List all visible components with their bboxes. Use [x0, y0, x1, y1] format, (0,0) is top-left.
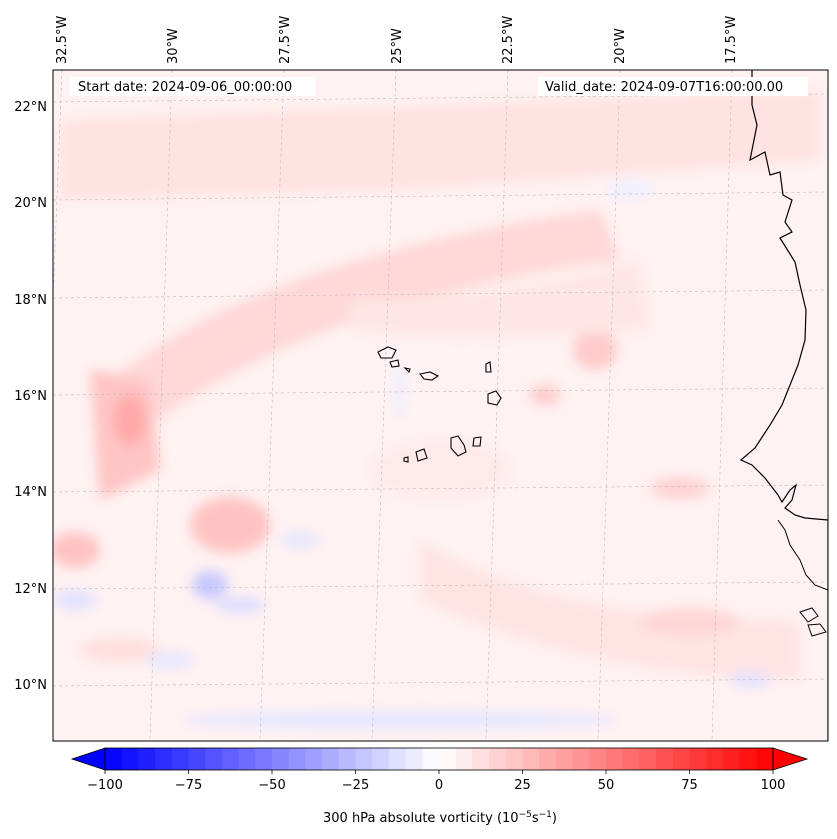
lat-label: 12°N [14, 582, 47, 597]
vorticity-field [53, 70, 828, 741]
colorbar-cell [489, 748, 507, 770]
colorbar-cell [388, 748, 407, 770]
colorbar-cell [472, 748, 490, 770]
colorbar-cell [305, 748, 323, 770]
graticule [53, 70, 828, 741]
lat-label: 16°N [14, 389, 47, 404]
colorbar-cell [722, 748, 741, 770]
colorbar-tick-label: 50 [598, 778, 615, 793]
colorbar-cell [221, 748, 240, 770]
colorbar-cell [689, 748, 707, 770]
colorbar-cell [739, 748, 757, 770]
colorbar-cell [706, 748, 724, 770]
colorbar-cell [155, 748, 173, 770]
colorbar-cell [589, 748, 607, 770]
colorbar-ticks: −100 −75 −50 −25 0 25 50 75 100 [87, 770, 785, 793]
colorbar-tick-label: −100 [87, 778, 123, 793]
lat-label: 14°N [14, 485, 47, 500]
colorbar-cell [522, 748, 540, 770]
start-date-label: Start date: 2024-09-06_00:00:00 [78, 80, 292, 95]
colorbar-cells [105, 748, 774, 770]
colorbar-cell [355, 748, 373, 770]
colorbar-cell [372, 748, 390, 770]
lat-label: 10°N [14, 678, 47, 693]
colorbar-cell [255, 748, 273, 770]
colorbar-cell [405, 748, 423, 770]
colorbar-cell [171, 748, 189, 770]
lon-label: 27.5°W [278, 16, 293, 64]
colorbar-cell [455, 748, 473, 770]
colorbar-cell [555, 748, 574, 770]
colorbar-cell [338, 748, 356, 770]
lon-label: 17.5°W [724, 16, 739, 64]
colorbar-cell [505, 748, 523, 770]
colorbar-cell [656, 748, 674, 770]
colorbar-cell [439, 748, 457, 770]
colorbar: −100 −75 −50 −25 0 25 50 75 100 300 hPa absolute… [70, 747, 809, 826]
colorbar-cell [606, 748, 624, 770]
colorbar-cell [639, 748, 657, 770]
colorbar-cell [622, 748, 640, 770]
colorbar-tick-label: −75 [175, 778, 202, 793]
colorbar-tick-label: −50 [258, 778, 285, 793]
cabo-verde-islands [377, 346, 502, 463]
colorbar-cell [105, 748, 123, 770]
colorbar-tick-label: 0 [435, 778, 443, 793]
latitude-labels: 22°N 20°N 18°N 16°N 14°N 12°N 10°N [14, 100, 47, 693]
colorbar-cell [756, 748, 774, 770]
lon-label: 25°W [390, 28, 405, 64]
lat-label: 18°N [14, 293, 47, 308]
lat-label: 20°N [14, 196, 47, 211]
colorbar-label: 300 hPa absolute vorticity (10−5s−1) [323, 810, 557, 826]
colorbar-cell [205, 748, 223, 770]
lat-label: 22°N [14, 100, 47, 115]
colorbar-cell [238, 748, 256, 770]
lon-label: 20°W [613, 28, 628, 64]
colorbar-cell [288, 748, 306, 770]
longitude-labels: 32.5°W 30°W 27.5°W 25°W 22.5°W 20°W 17.5… [55, 16, 739, 64]
valid-date-label: Valid_date: 2024-09-07T16:00:00.00 [545, 80, 783, 95]
colorbar-tick-label: −25 [342, 778, 369, 793]
colorbar-cell [272, 748, 290, 770]
colorbar-min-arrow [70, 747, 106, 771]
lon-label: 32.5°W [55, 16, 70, 64]
colorbar-cell [188, 748, 206, 770]
colorbar-cell [121, 748, 139, 770]
colorbar-cell [672, 748, 690, 770]
colorbar-max-arrow [772, 747, 809, 771]
colorbar-cell [572, 748, 590, 770]
colorbar-tick-label: 25 [514, 778, 531, 793]
lon-label: 30°W [166, 28, 181, 64]
colorbar-tick-label: 75 [681, 778, 698, 793]
colorbar-cell [539, 748, 557, 770]
lon-label: 22.5°W [501, 16, 516, 64]
africa-coastline [739, 70, 828, 741]
colorbar-cell [322, 748, 340, 770]
colorbar-cell [422, 748, 440, 770]
colorbar-cell [138, 748, 156, 770]
colorbar-tick-label: 100 [761, 778, 786, 793]
